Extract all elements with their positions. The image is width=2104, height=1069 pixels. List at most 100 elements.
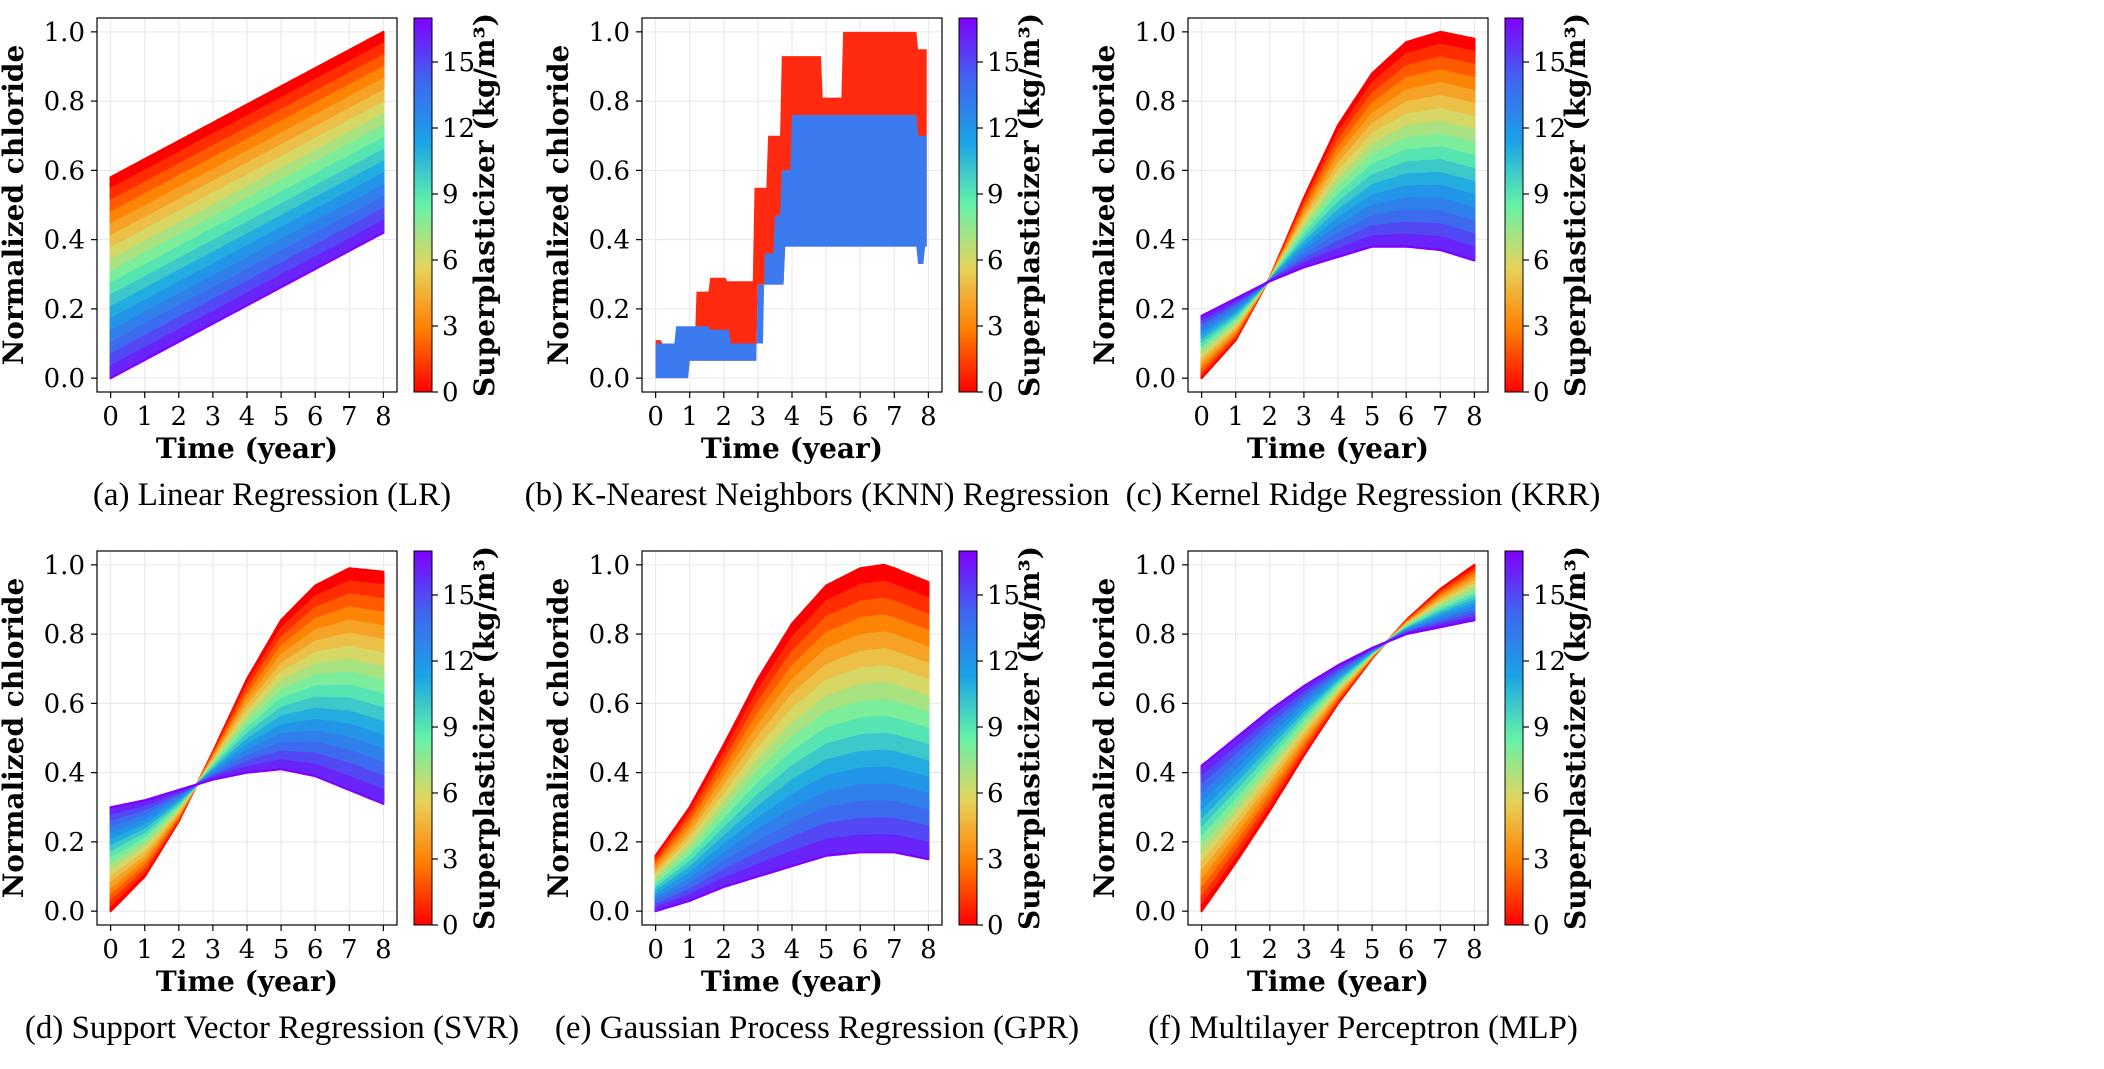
- colorbar-label: Superplasticizer (kg/m³): [1559, 546, 1592, 930]
- colorbar-tick-label: 0: [1533, 378, 1550, 408]
- xtick-label: 1: [681, 402, 698, 432]
- xtick-label: 0: [1193, 935, 1210, 965]
- series-band: [109, 768, 385, 809]
- colorbar-tick-label: 6: [442, 779, 459, 809]
- ytick-label: 0.4: [1135, 226, 1176, 256]
- xtick-label: 5: [273, 402, 290, 432]
- colorbar-tick-label: 3: [987, 312, 1004, 342]
- xtick-label: 3: [205, 402, 222, 432]
- colorbar-tick-label: 12: [1533, 114, 1566, 144]
- data-layer: [109, 30, 385, 380]
- colorbar-tick-label: 12: [987, 114, 1020, 144]
- panel-caption: (d) Support Vector Regression (SVR): [25, 1010, 519, 1046]
- xtick-label: 4: [239, 402, 256, 432]
- xtick-label: 5: [818, 402, 835, 432]
- colorbar-tick-label: 3: [442, 845, 459, 875]
- xtick-label: 4: [1330, 935, 1347, 965]
- colorbar-tick-label: 0: [987, 378, 1004, 408]
- xtick-label: 4: [784, 402, 801, 432]
- series-band: [1200, 245, 1476, 317]
- colorbar-label: Superplasticizer (kg/m³): [1013, 13, 1046, 397]
- ytick-label: 0.0: [589, 364, 630, 394]
- ytick-label: 1.0: [44, 18, 85, 48]
- xtick-label: 0: [647, 402, 664, 432]
- series-band: [1200, 619, 1476, 767]
- xtick-label: 7: [341, 935, 358, 965]
- xtick-label: 6: [1398, 935, 1415, 965]
- series-band: [109, 231, 385, 380]
- xtick-label: 2: [1262, 935, 1279, 965]
- ytick-label: 0.8: [589, 620, 630, 650]
- y-axis-label: Normalized chloride: [542, 578, 575, 899]
- ytick-label: 0.4: [44, 759, 85, 789]
- xtick-label: 3: [750, 935, 767, 965]
- colorbar-tick-label: 15: [442, 581, 475, 611]
- colorbar-tick-label: 9: [442, 180, 459, 210]
- colorbar-tick-label: 0: [987, 911, 1004, 941]
- colorbar-tick-label: 9: [987, 180, 1004, 210]
- ytick-label: 0.2: [589, 828, 630, 858]
- panel-caption: (a) Linear Regression (LR): [93, 477, 451, 513]
- xtick-label: 6: [307, 402, 324, 432]
- ytick-label: 0.4: [589, 759, 630, 789]
- xtick-label: 6: [852, 402, 869, 432]
- xtick-label: 1: [681, 935, 698, 965]
- colorbar-frame: [413, 550, 433, 926]
- xtick-label: 7: [886, 935, 903, 965]
- colorbar-tick-label: 9: [987, 713, 1004, 743]
- y-axis-label: Normalized chloride: [542, 45, 575, 366]
- panel-caption: (e) Gaussian Process Regression (GPR): [555, 1010, 1079, 1046]
- y-axis-label: Normalized chloride: [0, 578, 30, 899]
- colorbar-label: Superplasticizer (kg/m³): [468, 546, 501, 930]
- colorbar-tick-label: 15: [442, 48, 475, 78]
- colorbar-frame: [1504, 550, 1524, 926]
- xtick-label: 6: [852, 935, 869, 965]
- colorbar: [1505, 18, 1523, 392]
- colorbar-tick-label: 6: [987, 246, 1004, 276]
- colorbar-label: Superplasticizer (kg/m³): [1559, 13, 1592, 397]
- xtick-label: 3: [750, 402, 767, 432]
- ytick-label: 1.0: [44, 551, 85, 581]
- colorbar-tick-label: 3: [987, 845, 1004, 875]
- ytick-label: 0.0: [44, 897, 85, 927]
- colorbar-tick-label: 9: [1533, 180, 1550, 210]
- colorbar-tick-label: 15: [987, 48, 1020, 78]
- colorbar-label: Superplasticizer (kg/m³): [468, 13, 501, 397]
- xtick-label: 3: [1296, 402, 1313, 432]
- colorbar-frame: [413, 17, 433, 393]
- ytick-label: 0.6: [44, 689, 85, 719]
- colorbar-tick-label: 6: [442, 246, 459, 276]
- ytick-label: 0.2: [44, 295, 85, 325]
- xtick-label: 3: [205, 935, 222, 965]
- x-axis-label: Time (year): [1247, 965, 1429, 998]
- xtick-label: 7: [886, 402, 903, 432]
- xtick-label: 0: [1193, 402, 1210, 432]
- ytick-label: 1.0: [1135, 18, 1176, 48]
- data-layer: [109, 567, 385, 913]
- xtick-label: 4: [784, 935, 801, 965]
- colorbar: [414, 551, 432, 925]
- y-axis-label: Normalized chloride: [1088, 578, 1121, 899]
- ytick-label: 0.4: [1135, 759, 1176, 789]
- panel-caption: (c) Kernel Ridge Regression (KRR): [1126, 477, 1601, 513]
- xtick-label: 7: [1432, 402, 1449, 432]
- xtick-label: 8: [375, 935, 392, 965]
- xtick-label: 5: [1364, 402, 1381, 432]
- colorbar-tick-label: 9: [442, 713, 459, 743]
- colorbar-tick-label: 12: [987, 647, 1020, 677]
- ytick-label: 0.2: [1135, 828, 1176, 858]
- ytick-label: 1.0: [1135, 551, 1176, 581]
- colorbar-tick-label: 0: [1533, 911, 1550, 941]
- colorbar-tick-label: 15: [1533, 581, 1566, 611]
- ytick-label: 1.0: [589, 18, 630, 48]
- xtick-label: 2: [716, 402, 733, 432]
- x-axis-label: Time (year): [701, 965, 883, 998]
- ytick-label: 0.4: [589, 226, 630, 256]
- xtick-label: 6: [307, 935, 324, 965]
- xtick-label: 1: [136, 402, 153, 432]
- colorbar-tick-label: 6: [987, 779, 1004, 809]
- colorbar-frame: [958, 550, 978, 926]
